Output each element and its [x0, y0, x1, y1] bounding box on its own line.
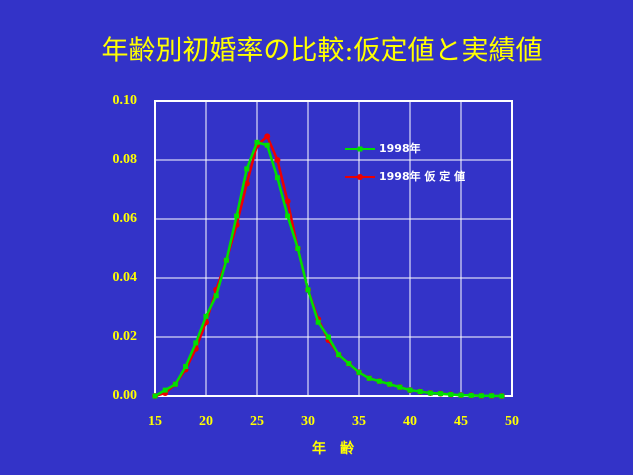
marker	[376, 378, 382, 384]
x-tick-label: 45	[454, 414, 468, 429]
marker	[478, 393, 484, 399]
y-tick-label: 0.02	[113, 329, 138, 344]
y-tick-label: 0.08	[113, 152, 138, 167]
plot-frame	[154, 100, 513, 397]
marker	[223, 257, 229, 263]
marker	[417, 389, 423, 395]
legend-label: 1998年	[379, 141, 421, 155]
marker	[427, 390, 433, 396]
marker	[285, 213, 291, 219]
y-tick-label: 0.00	[113, 388, 138, 403]
x-tick-label: 25	[250, 414, 264, 429]
marker	[284, 198, 291, 205]
marker	[325, 334, 331, 340]
x-tick-label: 50	[505, 414, 519, 429]
marker	[162, 387, 168, 393]
marker	[244, 166, 250, 172]
marker	[295, 246, 301, 251]
marker	[305, 287, 311, 293]
marker	[183, 364, 189, 369]
marker	[264, 133, 271, 140]
y-tick-label: 0.10	[113, 93, 138, 108]
marker	[264, 142, 270, 148]
legend-label: 1998年 仮 定 値	[379, 169, 465, 183]
marker	[315, 319, 321, 325]
x-tick-label: 35	[352, 414, 366, 429]
marker	[468, 392, 474, 398]
marker	[193, 340, 199, 346]
x-tick-label: 20	[199, 414, 213, 429]
marker	[397, 384, 403, 390]
marker	[274, 157, 281, 163]
marker	[458, 392, 464, 398]
marker	[346, 361, 352, 367]
marker	[407, 387, 413, 393]
chart-title: 年齢別初婚率の比較:仮定値と実績値	[101, 36, 542, 67]
marker	[336, 352, 342, 358]
marker	[172, 381, 178, 387]
legend-marker	[357, 146, 363, 152]
x-tick-label: 30	[301, 414, 315, 429]
marker	[152, 393, 158, 399]
marker	[203, 313, 209, 319]
y-tick-label: 0.06	[113, 211, 138, 226]
marker	[274, 175, 280, 181]
marker	[243, 180, 250, 187]
marker	[356, 369, 362, 375]
marker	[254, 139, 260, 145]
marker	[499, 393, 505, 399]
marker	[489, 393, 495, 399]
legend-marker	[357, 174, 363, 180]
marker	[234, 213, 240, 219]
marker	[438, 391, 444, 397]
x-tick-label: 15	[148, 414, 162, 429]
marker	[448, 392, 454, 398]
marker	[387, 381, 393, 387]
x-tick-label: 40	[403, 414, 417, 429]
y-tick-label: 0.04	[113, 270, 138, 285]
x-axis-label: 年 齢	[312, 440, 355, 457]
marker	[366, 375, 372, 381]
marker	[213, 293, 219, 299]
